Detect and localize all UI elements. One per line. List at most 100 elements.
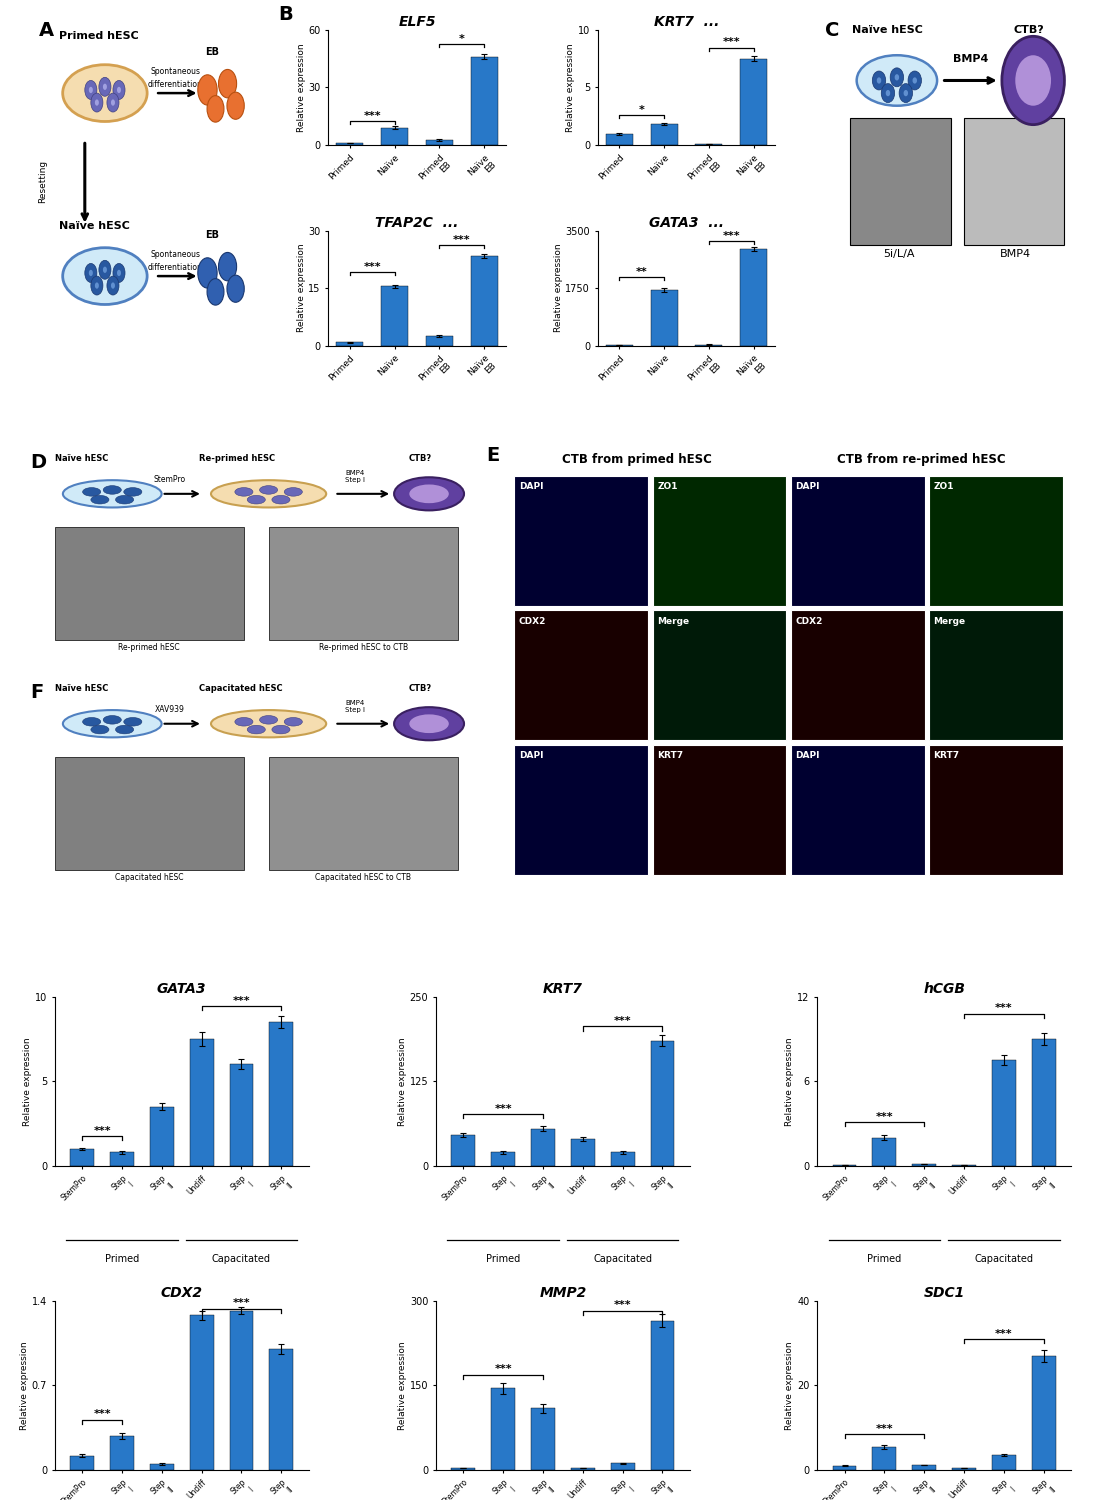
Bar xyxy=(650,1320,674,1470)
Circle shape xyxy=(877,78,881,84)
Circle shape xyxy=(227,274,244,303)
Circle shape xyxy=(395,477,465,510)
Ellipse shape xyxy=(67,70,143,116)
Text: D: D xyxy=(30,453,46,472)
Text: ***: *** xyxy=(875,1112,893,1122)
Bar xyxy=(740,58,767,144)
Circle shape xyxy=(91,276,103,296)
Bar xyxy=(110,1152,134,1166)
Circle shape xyxy=(272,726,290,734)
Bar xyxy=(55,758,244,870)
Text: Spontaneous: Spontaneous xyxy=(151,68,200,76)
Bar xyxy=(833,1466,857,1470)
Text: differentiation: differentiation xyxy=(148,80,202,88)
Bar xyxy=(1032,1040,1056,1166)
Text: Naïve hESC: Naïve hESC xyxy=(55,453,108,462)
Bar xyxy=(571,1468,595,1470)
Text: ***: *** xyxy=(363,261,381,272)
Circle shape xyxy=(83,717,101,726)
Circle shape xyxy=(881,84,895,102)
Circle shape xyxy=(103,716,121,724)
Circle shape xyxy=(890,68,904,87)
Bar xyxy=(991,1455,1015,1470)
Y-axis label: Relative expression: Relative expression xyxy=(566,44,575,132)
Title: CDX2: CDX2 xyxy=(161,1286,202,1300)
Circle shape xyxy=(259,716,278,724)
Circle shape xyxy=(124,717,142,726)
Title: ELF5: ELF5 xyxy=(398,15,436,28)
Circle shape xyxy=(1015,56,1051,105)
Circle shape xyxy=(1002,36,1065,124)
Circle shape xyxy=(207,279,224,304)
Circle shape xyxy=(124,488,142,496)
Circle shape xyxy=(117,87,121,93)
Text: ***: *** xyxy=(875,1424,893,1434)
Text: Merge: Merge xyxy=(657,616,690,626)
Text: BMP4: BMP4 xyxy=(1000,249,1031,259)
Bar xyxy=(190,1316,213,1470)
Text: DAPI: DAPI xyxy=(796,482,820,490)
Ellipse shape xyxy=(63,480,162,507)
Bar xyxy=(55,526,244,640)
Text: Primed: Primed xyxy=(486,1254,520,1263)
Text: KRT7: KRT7 xyxy=(933,752,960,760)
Bar xyxy=(991,1060,1015,1166)
Text: Capacitated hESC: Capacitated hESC xyxy=(115,873,184,882)
Circle shape xyxy=(98,78,111,96)
Bar xyxy=(952,1468,976,1470)
Text: E: E xyxy=(486,446,500,465)
Text: Merge: Merge xyxy=(933,616,965,626)
Y-axis label: Relative expression: Relative expression xyxy=(23,1036,32,1125)
Bar xyxy=(1032,1356,1056,1470)
Title: KRT7: KRT7 xyxy=(543,981,583,996)
Text: ***: *** xyxy=(233,1299,250,1308)
Bar xyxy=(230,1065,254,1166)
Text: Primed: Primed xyxy=(105,1254,139,1263)
Bar xyxy=(653,610,787,741)
Title: GATA3: GATA3 xyxy=(157,981,207,996)
Circle shape xyxy=(284,717,303,726)
Text: Primed: Primed xyxy=(867,1254,902,1263)
Bar xyxy=(426,336,453,345)
Circle shape xyxy=(111,282,115,288)
Bar xyxy=(872,1137,896,1166)
Y-axis label: Relative expression: Relative expression xyxy=(296,244,306,333)
Text: CTB?: CTB? xyxy=(1013,26,1044,34)
Text: Re-primed hESC: Re-primed hESC xyxy=(118,642,180,651)
Text: KRT7: KRT7 xyxy=(657,752,683,760)
Circle shape xyxy=(103,486,121,494)
Circle shape xyxy=(107,276,119,296)
Text: EB: EB xyxy=(205,230,220,240)
Bar xyxy=(929,610,1062,741)
Bar xyxy=(337,142,363,144)
Text: ZO1: ZO1 xyxy=(933,482,954,490)
Title: MMP2: MMP2 xyxy=(539,1286,587,1300)
Ellipse shape xyxy=(67,254,143,298)
Circle shape xyxy=(89,270,93,276)
Bar xyxy=(740,249,767,345)
Bar xyxy=(451,1136,475,1166)
Text: EB: EB xyxy=(205,46,220,57)
Text: CTB?: CTB? xyxy=(409,684,432,693)
Text: ***: *** xyxy=(453,236,471,244)
Text: Capacitated hESC: Capacitated hESC xyxy=(199,684,282,693)
Circle shape xyxy=(198,258,218,288)
Circle shape xyxy=(235,488,252,496)
Text: Naïve hESC: Naïve hESC xyxy=(55,684,108,693)
Bar xyxy=(426,140,453,144)
Ellipse shape xyxy=(211,710,326,738)
Text: ***: *** xyxy=(363,111,381,120)
Circle shape xyxy=(247,726,266,734)
Bar xyxy=(653,476,787,606)
Text: ***: *** xyxy=(614,1300,632,1311)
Circle shape xyxy=(235,717,252,726)
Text: CDX2: CDX2 xyxy=(519,616,546,626)
Circle shape xyxy=(913,78,917,84)
Bar xyxy=(653,744,787,874)
Text: ***: *** xyxy=(722,231,740,240)
Text: ZO1: ZO1 xyxy=(657,482,678,490)
Title: SDC1: SDC1 xyxy=(924,1286,965,1300)
Circle shape xyxy=(85,264,97,282)
Circle shape xyxy=(395,706,465,741)
Title: KRT7  ...: KRT7 ... xyxy=(654,15,719,28)
